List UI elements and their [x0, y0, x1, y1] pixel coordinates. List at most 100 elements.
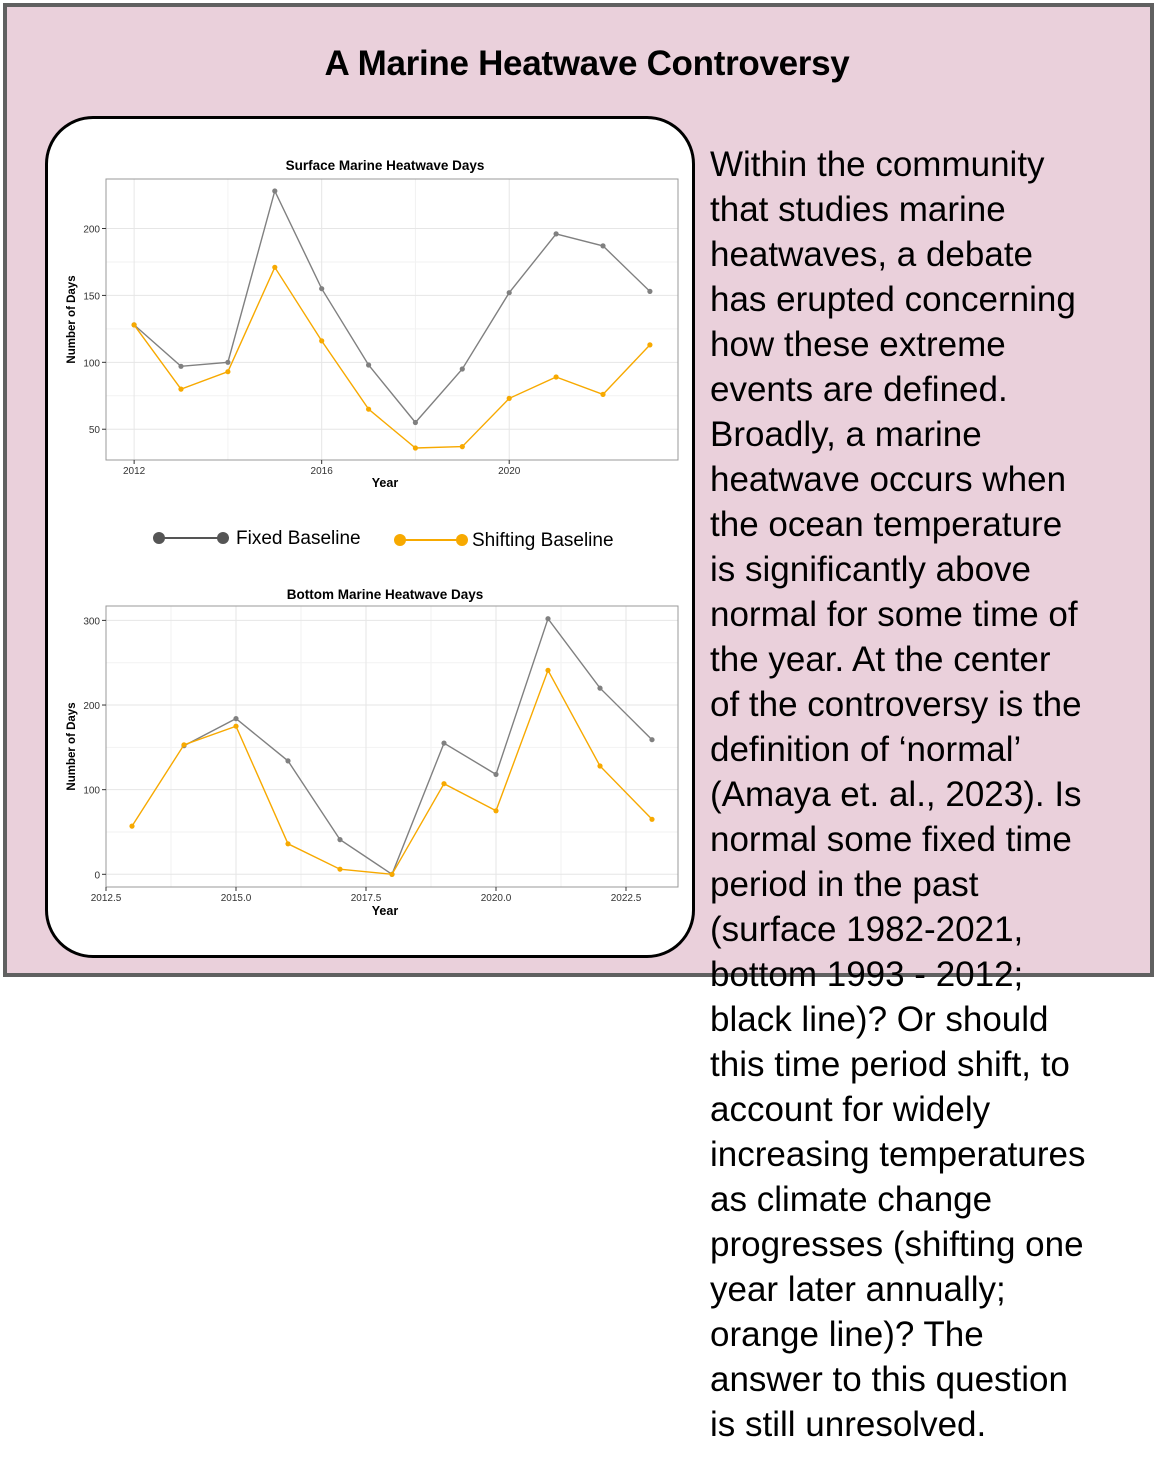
x-tick-label: 2016: [311, 466, 334, 477]
surface-chart: 50 100 150 200 2012 2016 2020 Surface Marine He…: [66, 158, 679, 490]
data-point-fixed: [319, 286, 325, 292]
data-point-shifting: [285, 841, 291, 847]
data-point-shifting: [441, 781, 447, 787]
x-axis-label: Year: [372, 904, 399, 918]
body-line: (Amaya et. al., 2023). Is: [710, 775, 1082, 814]
data-point-fixed: [647, 288, 653, 294]
chart-title: Bottom Marine Heatwave Days: [287, 587, 484, 602]
data-point-fixed: [285, 758, 291, 764]
body-line: account for widely: [710, 1090, 991, 1129]
x-tick-label: 2020.0: [481, 893, 512, 904]
data-point-shifting: [181, 742, 187, 748]
x-tick-label: 2022.5: [611, 893, 642, 904]
body-line: Within the community: [710, 145, 1045, 184]
data-point-fixed: [459, 366, 465, 372]
body-line: orange line)? The: [710, 1315, 984, 1354]
series-line-shifting: [131, 668, 653, 876]
data-point-shifting: [597, 763, 603, 769]
data-point-fixed: [441, 740, 447, 746]
data-point-shifting: [553, 374, 559, 380]
poster-title: A Marine Heatwave Controversy: [324, 44, 850, 83]
body-line: black line)? Or should: [710, 1000, 1049, 1039]
body-line: Broadly, a marine: [710, 415, 982, 454]
data-point-fixed: [649, 737, 655, 743]
body-line: period in the past: [710, 865, 979, 904]
data-point-shifting: [506, 395, 512, 401]
y-tick-label: 100: [83, 358, 100, 369]
plot-border: [105, 178, 679, 461]
data-point-fixed: [412, 419, 418, 426]
data-point-fixed: [597, 685, 603, 691]
data-point-fixed: [233, 716, 239, 722]
x-axis-label: Year: [372, 476, 399, 490]
series-line-fixed: [183, 617, 653, 876]
body-line: normal for some time of: [710, 595, 1078, 634]
body-line: as climate change: [710, 1180, 993, 1219]
data-point-shifting: [600, 391, 606, 397]
body-line: that studies marine: [710, 190, 1006, 229]
y-tick-label: 150: [83, 291, 100, 302]
body-line: normal some fixed time: [710, 820, 1072, 859]
data-point-shifting: [178, 386, 184, 392]
data-point-shifting: [545, 667, 551, 673]
data-point-fixed: [553, 231, 559, 237]
body-line: definition of ‘normal’: [710, 730, 1022, 769]
data-point-shifting: [493, 808, 499, 814]
y-axis-label: Number of Days: [66, 702, 78, 790]
body-line: how these extreme: [710, 325, 1006, 364]
data-point-shifting: [272, 264, 278, 270]
legend-fixed-label: Fixed Baseline: [236, 528, 361, 549]
data-point-fixed: [366, 362, 372, 368]
data-point-shifting: [366, 406, 372, 412]
body-line: answer to this question: [710, 1360, 1068, 1399]
body-line: increasing temperatures: [710, 1135, 1086, 1174]
data-point-shifting: [233, 723, 239, 729]
body-line: is still unresolved.: [710, 1405, 987, 1444]
series-line-fixed: [133, 189, 651, 424]
y-tick-label: 100: [83, 786, 100, 797]
body-line: heatwave occurs when: [710, 460, 1067, 499]
data-point-shifting: [647, 342, 653, 348]
body-line: (surface 1982-2021,: [710, 910, 1024, 949]
data-point-fixed: [493, 771, 499, 778]
data-point-fixed: [506, 290, 512, 296]
legend-shifting-label: Shifting Baseline: [472, 530, 614, 551]
plot-border: [105, 605, 679, 888]
body-line: progresses (shifting one: [710, 1225, 1084, 1264]
y-tick-label: 200: [83, 225, 100, 236]
x-tick-label: 2020: [498, 466, 521, 477]
data-point-fixed: [337, 837, 343, 843]
legend: Fixed Baseline Shifting Baseline: [153, 528, 614, 551]
x-tick-label: 2012.5: [91, 893, 122, 904]
body-line: heatwaves, a debate: [710, 235, 1034, 274]
y-tick-label: 300: [83, 616, 100, 627]
x-tick-label: 2015.0: [221, 893, 252, 904]
data-point-shifting: [131, 322, 137, 328]
body-line: this time period shift, to: [710, 1045, 1070, 1084]
data-point-shifting: [459, 444, 465, 450]
data-point-shifting: [389, 871, 395, 877]
data-point-shifting: [129, 823, 135, 829]
body-line: has erupted concerning: [710, 280, 1076, 319]
data-point-shifting: [649, 816, 655, 822]
body-line: bottom 1993 - 2012;: [710, 955, 1024, 994]
legend-fixed-marker: [153, 532, 165, 544]
figure-card: 50 100 150 200 2012 2016 2020 Surface Marine He…: [45, 116, 695, 958]
chart-title: Surface Marine Heatwave Days: [286, 158, 485, 173]
data-point-fixed: [272, 188, 278, 194]
data-point-fixed: [178, 363, 184, 369]
body-line: of the controversy is the: [710, 685, 1082, 724]
body-line: the ocean temperature: [710, 505, 1063, 544]
legend-shifting-marker: [394, 534, 406, 546]
y-tick-label: 0: [94, 870, 100, 881]
body-line: events are defined.: [710, 370, 1008, 409]
figure-svg: 50 100 150 200 2012 2016 2020 Surface Marine He…: [66, 158, 679, 918]
legend-fixed-marker: [217, 532, 229, 544]
x-tick-label: 2012: [123, 466, 146, 477]
data-point-fixed: [545, 616, 551, 622]
body-line: year later annually;: [710, 1270, 1006, 1309]
data-point-shifting: [412, 445, 418, 451]
body-line: is significantly above: [710, 550, 1031, 589]
legend-shifting-marker: [456, 534, 468, 546]
poster-panel: A Marine Heatwave Controversy 50 100 150 20…: [3, 3, 1154, 977]
